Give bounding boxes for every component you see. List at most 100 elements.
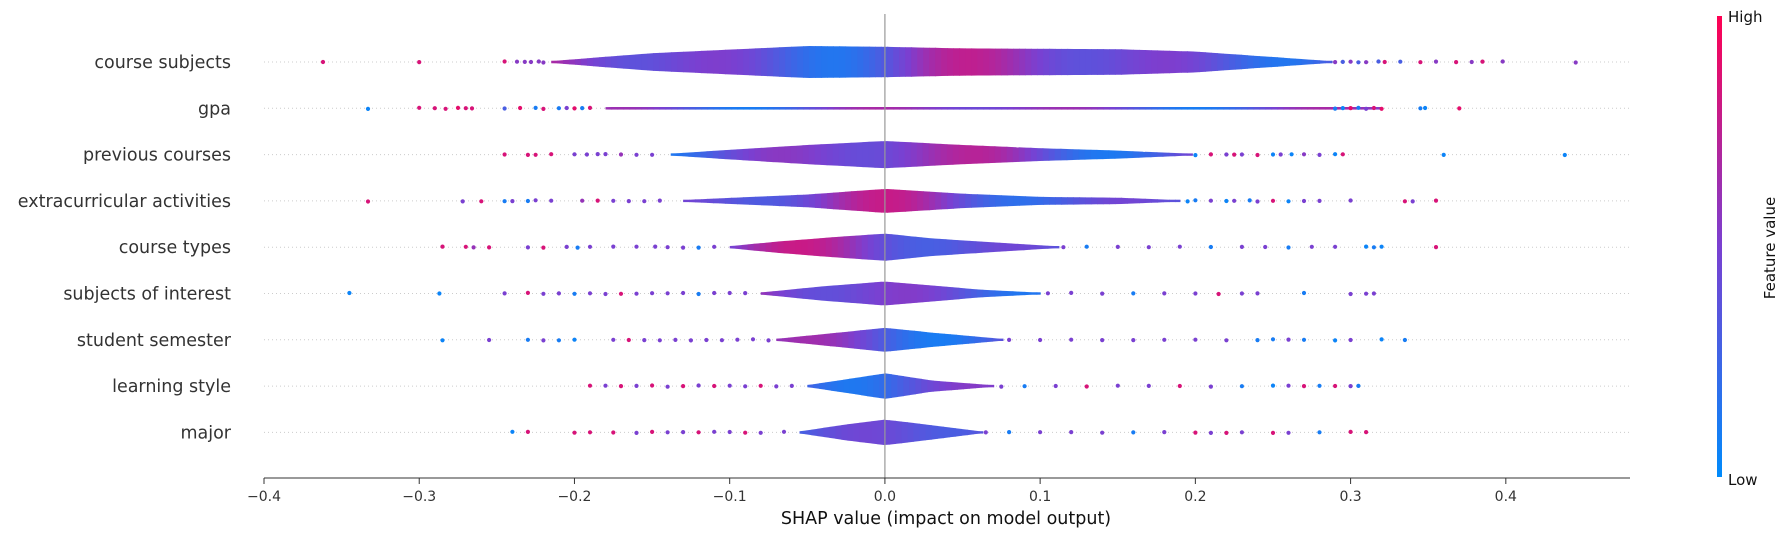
point-learning-style <box>603 383 608 388</box>
violin-slice <box>877 419 885 445</box>
violin-slice <box>982 145 990 164</box>
violin-slice <box>1132 151 1140 158</box>
violin-slice <box>1127 198 1134 204</box>
violin-slice <box>776 338 783 342</box>
violin-slice <box>784 146 792 164</box>
violin-slice <box>827 107 835 110</box>
violin-slice <box>1085 49 1092 75</box>
violin-slice <box>1162 152 1170 157</box>
point-gpa <box>1379 106 1384 111</box>
violin-slice <box>719 107 727 110</box>
point-gpa <box>572 106 577 111</box>
violin-slice <box>859 422 867 443</box>
violin-slice <box>1283 57 1290 67</box>
violin-slice <box>947 48 954 76</box>
violin-slice <box>1060 148 1068 161</box>
point-student-semester <box>1348 337 1353 343</box>
violin-slice <box>807 238 815 256</box>
violin-slice <box>1175 199 1181 203</box>
violin-slice <box>808 287 816 300</box>
violin-slice <box>695 199 702 203</box>
violin-slice <box>874 281 882 306</box>
violin-slice <box>779 107 787 110</box>
violin-slice <box>982 289 990 298</box>
point-major <box>1364 430 1369 435</box>
point-extracurricular-activities <box>1410 199 1415 204</box>
violin-slice <box>773 195 780 207</box>
point-subjects-of-interest <box>618 291 624 296</box>
violin-slice <box>683 107 691 110</box>
violin-slice <box>814 144 822 165</box>
violin-slice <box>749 196 756 205</box>
point-major <box>665 430 670 435</box>
violin-slice <box>1018 291 1026 296</box>
violin-slice <box>868 141 876 168</box>
violin-slice <box>967 429 975 436</box>
violin-slice <box>1144 151 1152 158</box>
violin-slice <box>1073 107 1081 110</box>
x-tick-label: −0.2 <box>557 489 591 505</box>
point-student-semester <box>611 337 616 342</box>
point-major <box>983 430 988 435</box>
violin-slice <box>1115 197 1122 205</box>
violin-slice <box>1042 148 1050 161</box>
violin-slice <box>885 233 893 261</box>
violin-slice <box>837 236 845 258</box>
point-subjects-of-interest <box>634 291 639 296</box>
violin-slice <box>605 56 612 68</box>
violin-slice <box>641 107 649 110</box>
violin-slice <box>1121 107 1129 110</box>
violin-slice <box>754 147 762 162</box>
point-course-types <box>1433 245 1439 250</box>
violin-slice <box>1247 107 1255 110</box>
violin-slice <box>953 48 960 76</box>
point-extracurricular-activities <box>1348 198 1353 203</box>
point-course-subjects <box>522 59 527 64</box>
point-learning-style <box>1348 384 1353 389</box>
point-extracurricular-activities <box>502 199 507 204</box>
violin-slice <box>830 332 837 347</box>
violin-slice <box>1031 196 1038 206</box>
violin-slice <box>1007 48 1014 76</box>
point-gpa <box>587 105 593 110</box>
point-previous-courses <box>584 152 590 157</box>
violin-slice <box>961 429 969 436</box>
colorbar-gradient <box>1717 16 1722 477</box>
violin-slice <box>863 190 870 212</box>
violin-slice <box>823 426 831 438</box>
point-extracurricular-activities <box>1247 198 1252 203</box>
violin-slice <box>1001 107 1009 110</box>
point-subjects-of-interest <box>1045 291 1050 296</box>
violin-slice <box>913 423 921 442</box>
violin-slice <box>1157 50 1164 74</box>
violin-slice <box>863 46 870 78</box>
violin-slice <box>713 107 721 110</box>
violin-slice <box>737 107 745 110</box>
x-tick-label: −0.3 <box>402 489 436 505</box>
point-extracurricular-activities <box>1193 198 1198 203</box>
point-course-subjects <box>320 59 326 65</box>
violin-slice <box>819 382 826 390</box>
violin-slice <box>946 144 954 165</box>
point-major <box>758 430 763 435</box>
point-learning-style <box>618 384 624 389</box>
violin-slice <box>815 107 823 110</box>
violin-slice <box>815 193 822 209</box>
violin-slice <box>676 152 684 157</box>
point-extracurricular-activities <box>365 199 371 204</box>
violin-slice <box>1241 107 1249 110</box>
violin-slice <box>701 198 708 203</box>
violin-slice <box>706 150 714 159</box>
violin-slice <box>911 107 919 110</box>
point-major <box>743 430 748 435</box>
violin-slice <box>911 190 918 212</box>
violin-slice <box>1151 107 1159 110</box>
violin-slice <box>1187 107 1195 110</box>
point-course-subjects <box>1480 59 1485 64</box>
violin-slice <box>801 239 809 256</box>
violin-slice <box>875 189 882 213</box>
point-learning-style <box>1333 383 1338 389</box>
violin-slice <box>1073 49 1080 75</box>
point-course-types <box>1061 245 1066 250</box>
violin-slice <box>784 289 792 298</box>
